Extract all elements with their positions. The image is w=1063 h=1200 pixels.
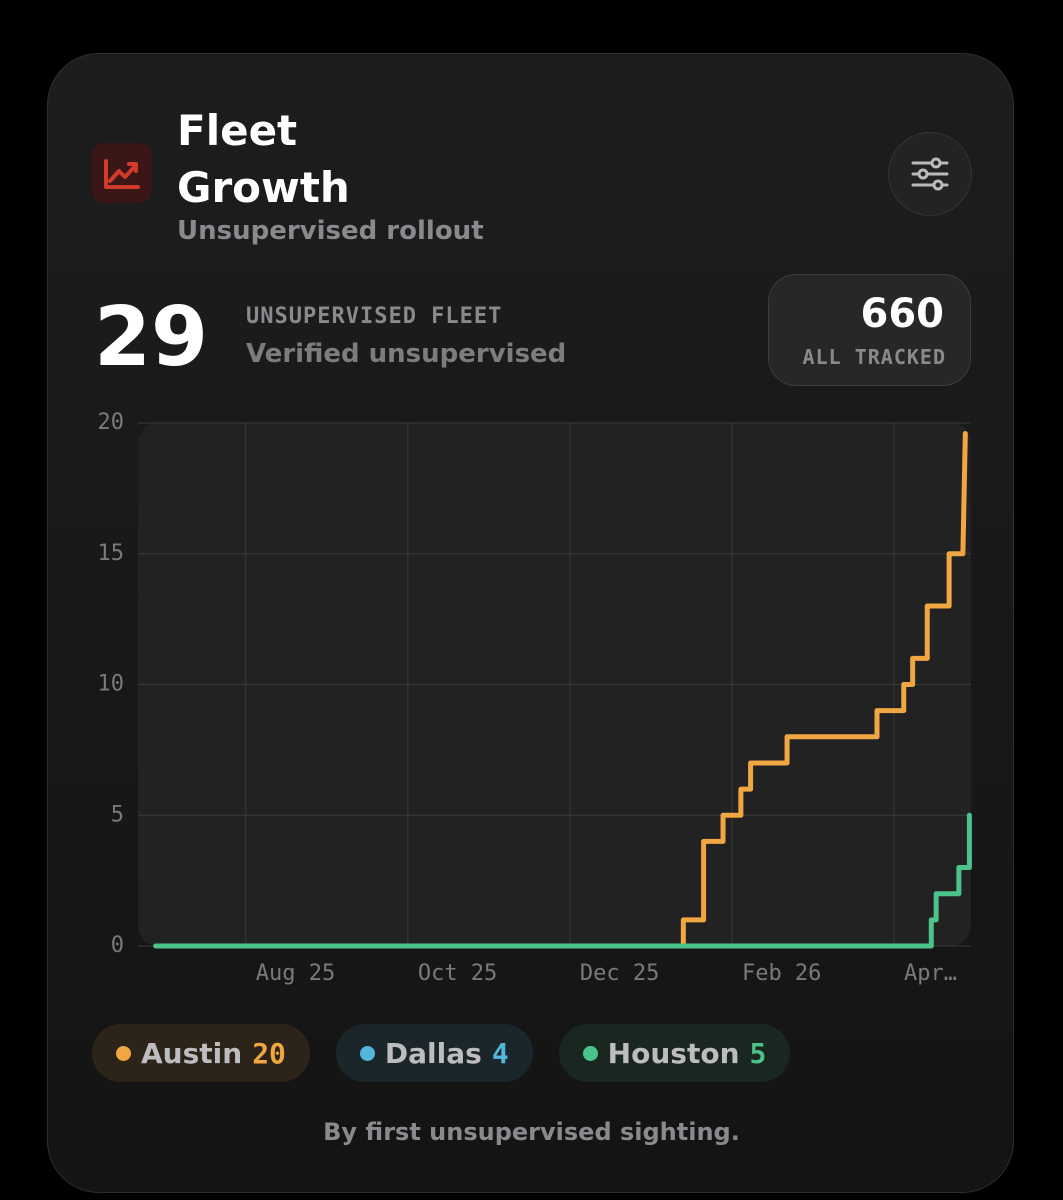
series-line: [153, 812, 972, 949]
settings-button[interactable]: [888, 132, 972, 216]
legend-item[interactable]: Dallas 4: [335, 1024, 533, 1082]
settings-icon: [911, 157, 949, 191]
primary-label: UNSUPERVISED FLEET: [246, 304, 503, 329]
footer: By first unsupervised sighting.: [323, 1118, 740, 1146]
y-tick-label: 0: [111, 933, 124, 958]
card: Fleet Growth Unsupervised rollout 29 UNS…: [47, 53, 1014, 1193]
subtitle: Unsupervised rollout: [177, 216, 484, 246]
legend-dot: [582, 1045, 598, 1061]
legend-count: 5: [749, 1036, 767, 1070]
legend-dot: [116, 1045, 131, 1061]
legend-dot: [359, 1045, 375, 1061]
series-line: [153, 430, 968, 949]
x-tick-label: Apr…: [904, 961, 957, 986]
secondary-value: 660: [860, 291, 945, 337]
icon: [92, 143, 152, 203]
x-tick-label: Aug 25: [256, 961, 335, 986]
legend-item[interactable]: Houston 5: [558, 1024, 791, 1082]
title: Fleet Growth: [177, 106, 350, 212]
secondary-label: ALL TRACKED: [802, 345, 946, 369]
x-tick-label: Dec 25: [580, 961, 659, 986]
legend-name: Houston: [607, 1036, 740, 1070]
legend-name: Dallas: [384, 1036, 482, 1070]
primary-caption: Verified unsupervised: [246, 339, 567, 369]
y-tick-label: 15: [98, 541, 125, 566]
primary-value: 29: [94, 290, 209, 385]
legend-count: 20: [252, 1036, 286, 1070]
x-tick-label: Oct 25: [418, 961, 497, 986]
icon-graphic: [104, 159, 140, 189]
y-tick-label: 10: [98, 672, 125, 697]
legend-name: Austin: [141, 1036, 243, 1070]
y-tick-label: 5: [111, 802, 124, 827]
legend: Austin 20 Dallas 4 Houston 5: [92, 1024, 791, 1082]
secondary-stat[interactable]: 660 ALL TRACKED: [768, 274, 971, 386]
x-tick-label: Feb 26: [742, 961, 821, 986]
chart: 0 5 10 15 20 Aug 25 Oct 25 Dec 25 Feb 26 Apr…: [98, 410, 972, 986]
legend-count: 4: [491, 1036, 509, 1070]
y-tick-label: 20: [98, 410, 125, 435]
legend-item[interactable]: Austin 20: [92, 1024, 310, 1082]
